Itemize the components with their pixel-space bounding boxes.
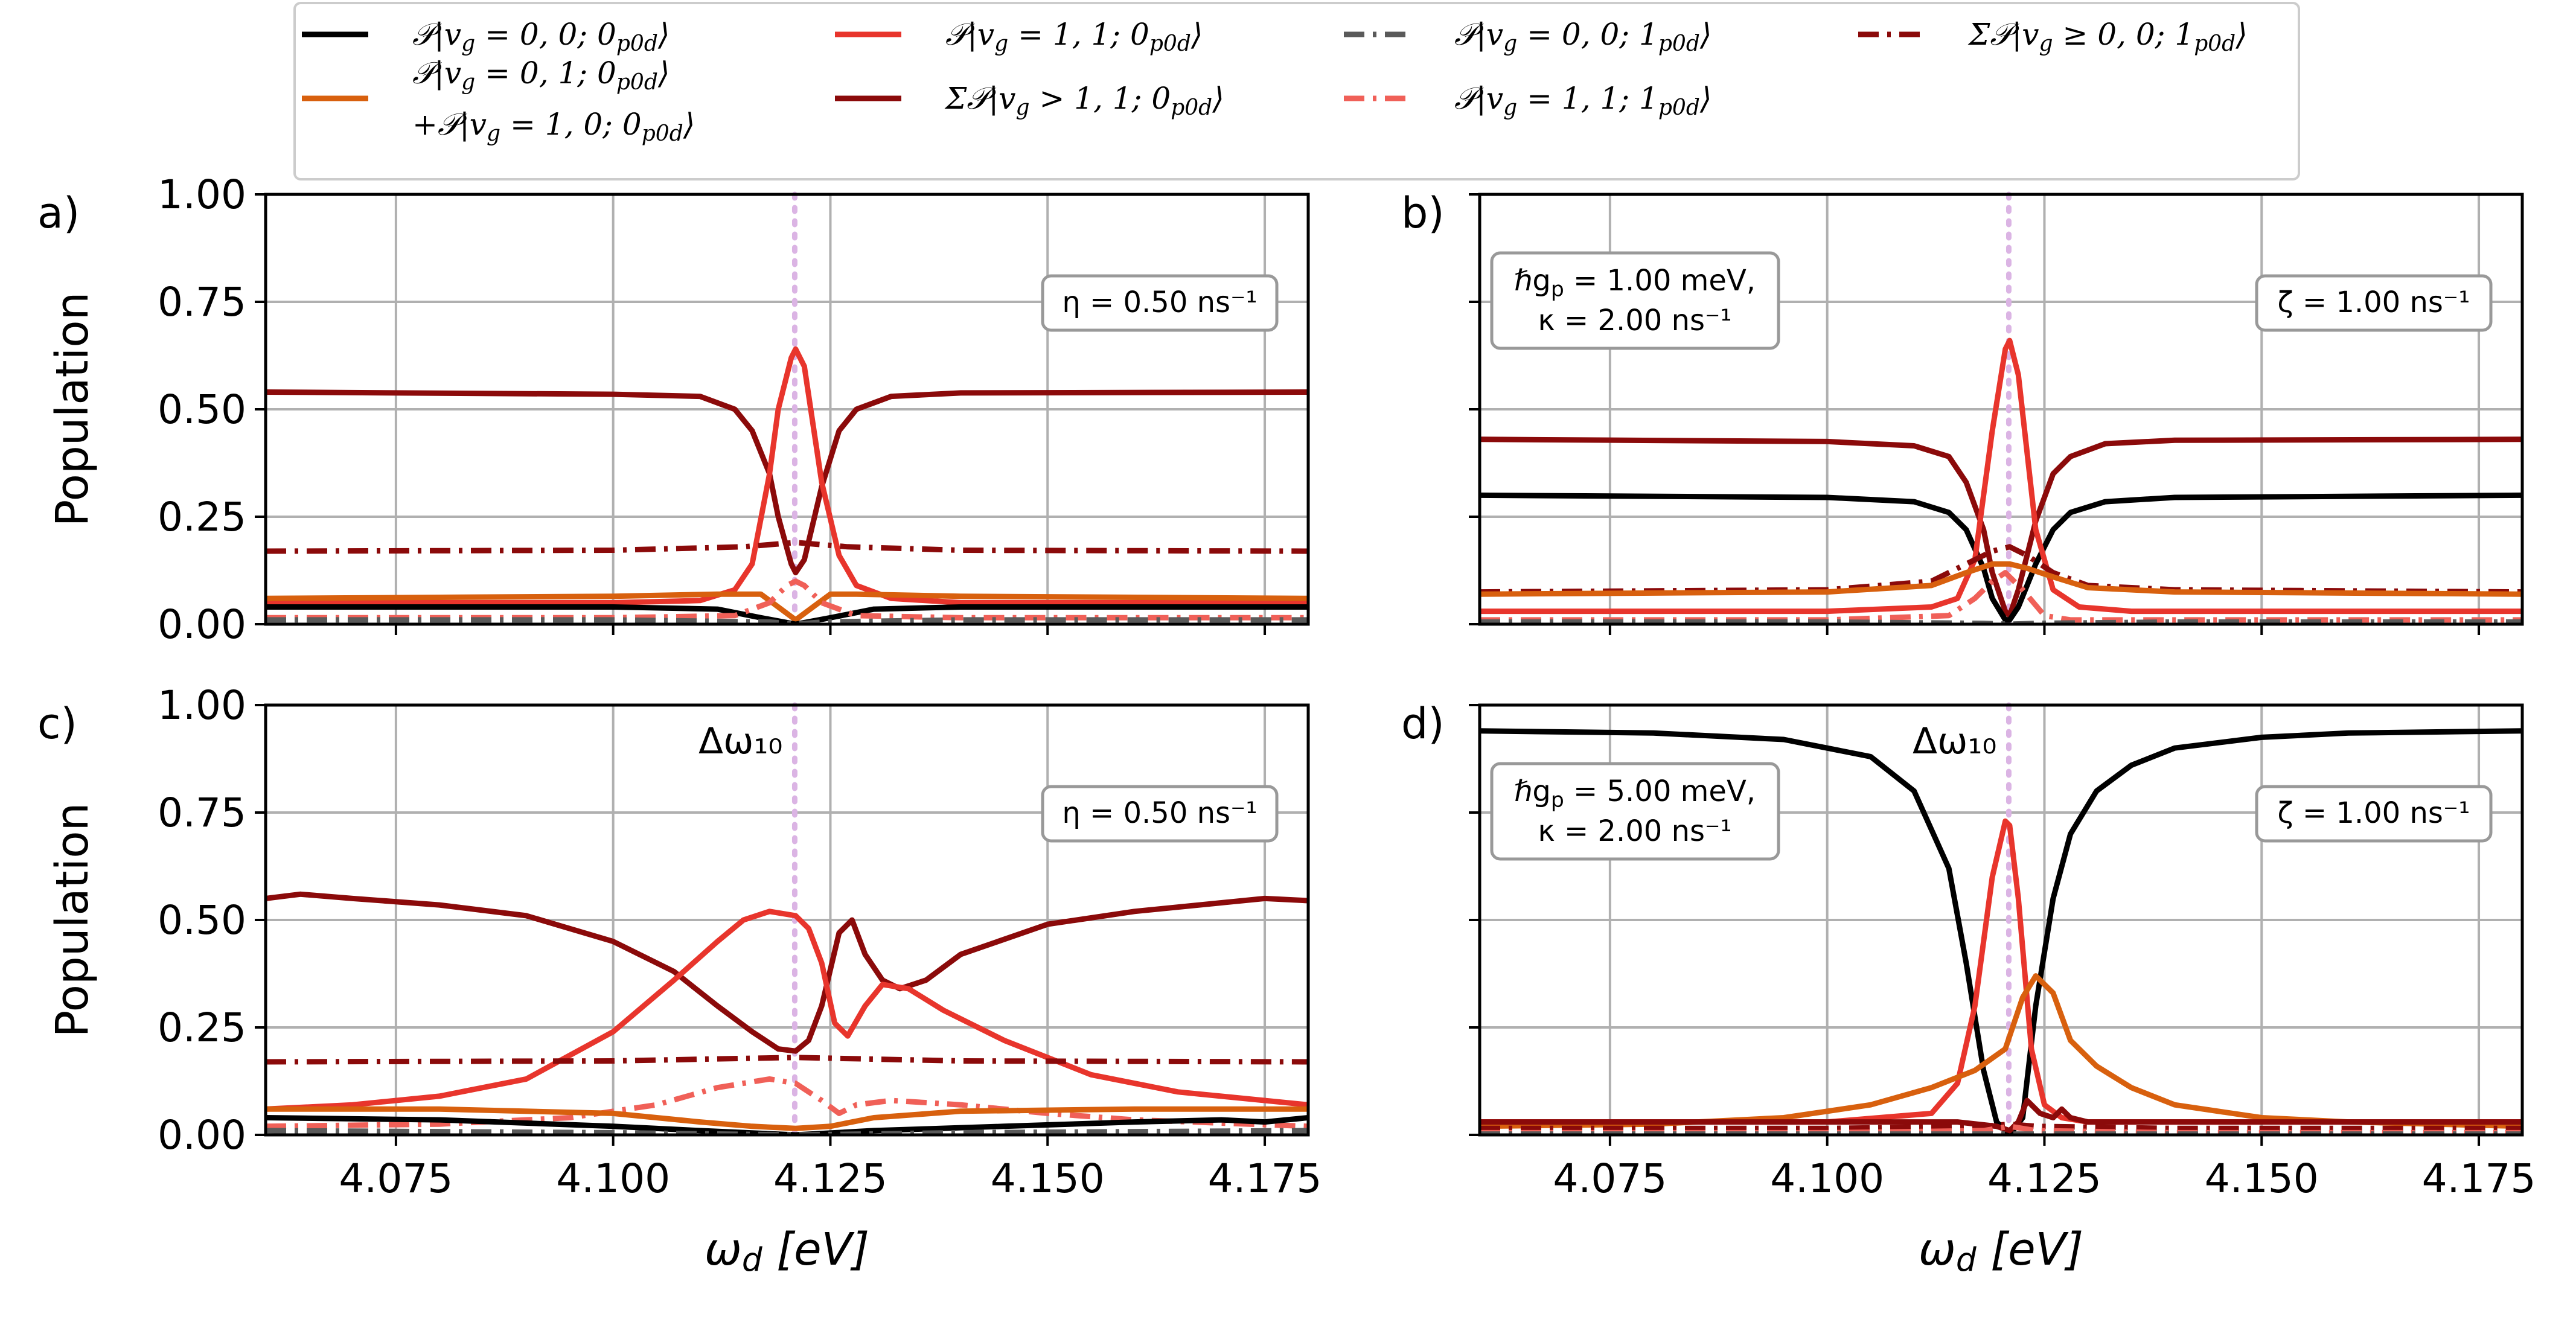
series-group <box>266 891 1308 1135</box>
param-text-right: η = 0.50 ns⁻¹ <box>1062 796 1257 830</box>
y-axis-label: Population <box>46 803 98 1038</box>
x-tick-label: 4.175 <box>2422 1155 2536 1202</box>
legend-entry-s0: 𝒫|vg​ = 0, 0; 0p0​d​⟩ <box>302 17 670 56</box>
marker-label: Δω₁₀ <box>698 720 782 762</box>
series-line-s2 <box>1480 818 2522 1125</box>
y-tick-label: 0.00 <box>158 1112 246 1158</box>
x-axis-label: ωd​ [eV] <box>1919 1224 2083 1279</box>
x-axis-label: ωd​ [eV] <box>705 1224 869 1279</box>
y-tick-label: 1.00 <box>158 171 246 218</box>
series-line-s0 <box>266 604 1308 624</box>
legend-frame <box>293 2 2300 180</box>
series-line-s1 <box>1480 973 2522 1129</box>
legend-entry-s4: 𝒫|vg​ = 0, 0; 1p0​d​⟩ <box>1344 17 1711 56</box>
series-line-s3 <box>266 389 1308 576</box>
y-tick-label: 1.00 <box>158 682 246 729</box>
panel-0: 0.00 0.25 0.50 0.75 1.00 Population a) η = 0.50… <box>37 171 1310 648</box>
legend-label: Σ𝒫|vg​ ≥ 0, 0; 1p0​d​⟩ <box>1967 17 2248 56</box>
legend-entry-s1: 𝒫|vg​ = 0, 1; 0p0​d​⟩ +𝒫|vg​ = 1, 0; 0p0​… <box>302 56 695 146</box>
series-line-s4 <box>1480 619 2522 624</box>
param-text-left-1: ℏgp​ = 1.00 meV, <box>1514 264 1756 302</box>
series-line-s1 <box>266 1106 1308 1131</box>
x-tick-label: 4.125 <box>1987 1155 2101 1202</box>
legend-label: 𝒫|vg​ = 1, 1; 1p0​d​⟩ <box>1454 81 1711 120</box>
param-text-right: η = 0.50 ns⁻¹ <box>1062 286 1257 319</box>
legend-label: Σ𝒫|vg​ > 1, 1; 0p0​d​⟩ <box>944 81 1224 120</box>
panel-label: a) <box>37 188 80 238</box>
y-tick-label: 0.75 <box>158 790 246 836</box>
y-tick-label: 0.75 <box>158 279 246 325</box>
x-tick-label: 4.150 <box>991 1155 1105 1202</box>
panel-label: b) <box>1401 188 1445 238</box>
x-tick-label: 4.175 <box>1208 1155 1322 1202</box>
legend-label-2: +𝒫|vg​ = 1, 0; 0p0​d​⟩ <box>412 107 695 146</box>
param-text-left-2: κ = 2.00 ns⁻¹ <box>1538 814 1731 848</box>
legend-entry-s2: 𝒫|vg​ = 1, 1; 0p0​d​⟩ <box>835 17 1203 56</box>
series-line-s1 <box>1480 561 2522 597</box>
x-tick-label: 4.150 <box>2205 1155 2319 1202</box>
panel-2: 4.075 4.100 4.125 4.150 4.175 0.00 0.25 0.50 0.7… <box>37 682 1322 1279</box>
legend-entry-s6: Σ𝒫|vg​ ≥ 0, 0; 1p0​d​⟩ <box>1858 17 2248 56</box>
x-tick-label: 4.075 <box>1553 1155 1667 1202</box>
series-line-s5 <box>266 578 1308 621</box>
param-box-right <box>2255 785 2493 843</box>
series-line-s6 <box>266 540 1308 554</box>
panel-1: b) ζ = 1.00 ns⁻¹ ℏgp​ = 1.00 meV,κ = 2.00 … <box>1401 188 2524 635</box>
series-line-s4 <box>266 617 1308 624</box>
param-text-right: ζ = 1.00 ns⁻¹ <box>2278 796 2470 830</box>
x-tick-label: 4.075 <box>339 1155 453 1202</box>
param-box-right <box>1041 274 1279 332</box>
legend-entry-s3: Σ𝒫|vg​ > 1, 1; 0p0​d​⟩ <box>835 81 1224 120</box>
panel-label: d) <box>1401 699 1445 749</box>
y-tick-label: 0.50 <box>158 386 246 433</box>
legend: 𝒫|vg​ = 0, 0; 0p0​d​⟩𝒫|vg​ = 0, 1; 0p0​d… <box>293 2 2300 180</box>
panel-label: c) <box>37 699 77 749</box>
param-text-left-1: ℏgp​ = 5.00 meV, <box>1514 774 1756 813</box>
series-line-s3 <box>266 891 1308 1054</box>
param-box-right <box>2255 274 2493 332</box>
series-group <box>266 346 1308 624</box>
series-line-s2 <box>266 346 1308 605</box>
series-line-s5 <box>1480 570 2522 623</box>
series-line-s1 <box>266 591 1308 623</box>
param-text-left-2: κ = 2.00 ns⁻¹ <box>1538 304 1731 337</box>
legend-label: 𝒫|vg​ = 0, 0; 0p0​d​⟩ <box>412 17 670 56</box>
x-tick-label: 4.100 <box>1770 1155 1884 1202</box>
legend-entry-s5: 𝒫|vg​ = 1, 1; 1p0​d​⟩ <box>1344 81 1711 120</box>
series-group <box>1480 337 2522 624</box>
series-line-s2 <box>266 909 1308 1112</box>
series-line-s0 <box>1480 492 2522 623</box>
param-box-left <box>1490 762 1780 861</box>
panels: 0.00 0.25 0.50 0.75 1.00 Population a) η = 0.50… <box>37 171 2536 1279</box>
series-line-s4 <box>266 1128 1308 1135</box>
series-line-s2 <box>1480 337 2522 615</box>
panel-3: 4.075 4.100 4.125 4.150 4.175 ωd​ [eV] d) Δω₁₀ ζ… <box>1401 699 2536 1279</box>
series-line-s3 <box>1480 1097 2522 1134</box>
legend-label: 𝒫|vg​ = 1, 1; 0p0​d​⟩ <box>945 17 1203 56</box>
x-tick-label: 4.125 <box>773 1155 887 1202</box>
y-tick-label: 0.00 <box>158 601 246 648</box>
series-line-s6 <box>1480 1121 2522 1131</box>
param-box-left <box>1490 251 1780 350</box>
y-tick-label: 0.25 <box>158 1004 246 1051</box>
series-line-s6 <box>1480 544 2522 595</box>
series-line-s0 <box>266 1115 1308 1135</box>
marker-label: Δω₁₀ <box>1913 720 1996 762</box>
x-tick-label: 4.100 <box>556 1155 670 1202</box>
legend-label: 𝒫|vg​ = 0, 0; 1p0​d​⟩ <box>1454 17 1711 56</box>
y-tick-label: 0.25 <box>158 494 246 540</box>
series-line-s6 <box>266 1055 1308 1065</box>
series-line-s3 <box>1480 436 2522 619</box>
param-box-right <box>1041 785 1279 843</box>
y-axis-label: Population <box>46 292 98 527</box>
y-tick-label: 0.50 <box>158 897 246 944</box>
param-text-right: ζ = 1.00 ns⁻¹ <box>2278 286 2470 319</box>
legend-label: 𝒫|vg​ = 0, 1; 0p0​d​⟩ <box>412 56 670 95</box>
